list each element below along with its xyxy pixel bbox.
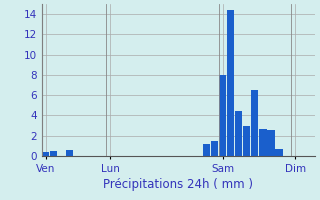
Bar: [227, 10, 234, 156]
Bar: [203, 144, 210, 156]
Bar: [259, 129, 267, 156]
Bar: [50, 151, 57, 156]
Bar: [243, 126, 251, 156]
Bar: [211, 141, 218, 156]
Bar: [235, 111, 242, 156]
Bar: [251, 90, 259, 156]
Bar: [42, 152, 49, 156]
Bar: [276, 149, 283, 156]
Bar: [66, 150, 73, 156]
Bar: [219, 75, 226, 156]
X-axis label: Précipitations 24h ( mm ): Précipitations 24h ( mm ): [103, 178, 253, 191]
Bar: [267, 130, 275, 156]
